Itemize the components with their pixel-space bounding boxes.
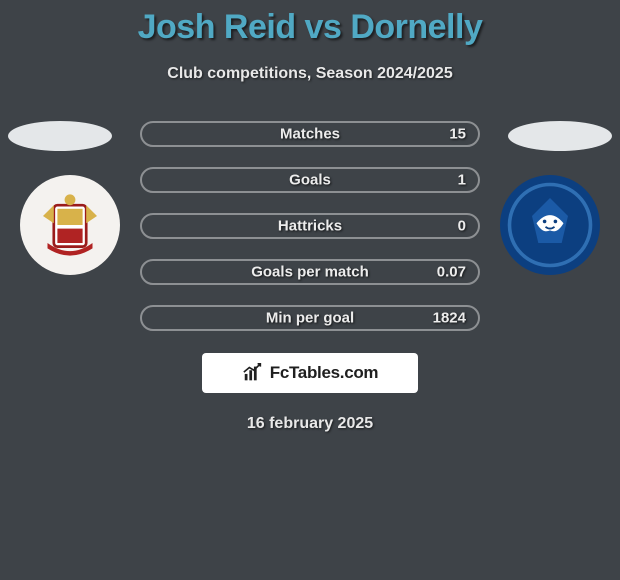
right-player-ellipse <box>508 121 612 151</box>
stat-value: 1 <box>458 172 466 189</box>
stat-label: Goals per match <box>251 264 369 281</box>
stat-value: 0.07 <box>437 264 466 281</box>
fctables-logo-box: FcTables.com <box>202 353 418 393</box>
left-club-crest <box>20 175 120 275</box>
stat-bar: Goals 1 <box>140 167 480 193</box>
stat-label: Min per goal <box>266 310 354 327</box>
stat-bar: Goals per match 0.07 <box>140 259 480 285</box>
comparison-content: Matches 15 Goals 1 Hattricks 0 Goals per… <box>0 121 620 433</box>
stat-value: 0 <box>458 218 466 235</box>
snapshot-date: 16 february 2025 <box>0 415 620 433</box>
left-player-ellipse <box>8 121 112 151</box>
stat-label: Matches <box>280 126 340 143</box>
stat-value: 1824 <box>433 310 466 327</box>
stat-label: Goals <box>289 172 331 189</box>
stat-bar: Matches 15 <box>140 121 480 147</box>
stat-bar: Hattricks 0 <box>140 213 480 239</box>
stat-value: 15 <box>449 126 466 143</box>
page-title: Josh Reid vs Dornelly <box>0 0 620 47</box>
bar-chart-icon <box>242 362 264 384</box>
peterborough-crest-icon <box>505 180 595 270</box>
stat-bar: Min per goal 1824 <box>140 305 480 331</box>
stat-bars: Matches 15 Goals 1 Hattricks 0 Goals per… <box>140 121 480 331</box>
stevenage-crest-icon <box>25 180 115 270</box>
right-club-crest <box>500 175 600 275</box>
stat-label: Hattricks <box>278 218 342 235</box>
subtitle: Club competitions, Season 2024/2025 <box>0 65 620 83</box>
fctables-logo-text: FcTables.com <box>270 363 379 383</box>
